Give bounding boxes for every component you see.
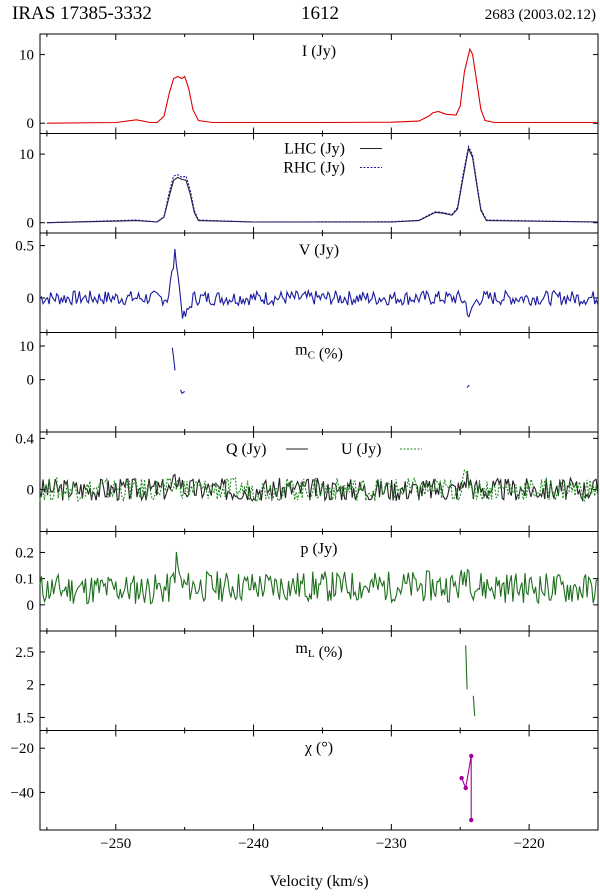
x-tick-label: −240 [238, 836, 269, 852]
panel-QU: 0 0.4 Q (Jy) U (Jy) [15, 431, 599, 532]
y-tick-label: 0 [27, 598, 35, 614]
y-tick-label: 10 [19, 339, 34, 355]
panel-chi: −40 −20 χ (°) −250 −240 −230 −220 [11, 730, 599, 852]
label-subscript: C [308, 350, 315, 362]
series-point [459, 775, 464, 781]
legend-label: U (Jy) [341, 441, 381, 458]
label-subscript: L [308, 648, 315, 660]
panel-stack: 0 10 I (Jy) 0 10 LHC (Jy) RHC (Jy) 0 0.5 V (Jy) 0 1… [11, 33, 599, 852]
series-point [469, 817, 474, 823]
y-tick-label: 0.4 [15, 431, 34, 447]
panel-p: 0 0.1 0.2 p (Jy) [15, 531, 599, 632]
series-v-jy-line [39, 249, 599, 319]
panel-frame [39, 730, 599, 831]
y-tick-label: 2.5 [15, 645, 34, 661]
series-mc-a-line [171, 347, 176, 371]
source-name: IRAS 17385-3332 [12, 3, 152, 24]
y-tick-label: 2 [27, 678, 35, 694]
label-part: (%) [315, 346, 343, 363]
panel-label-V: V (Jy) [299, 242, 339, 259]
series-ml-a-line [465, 645, 468, 690]
label-part: p (Jy) [301, 541, 338, 558]
x-axis-label: Velocity (km/s) [269, 873, 368, 890]
label-part: I (Jy) [302, 43, 336, 60]
y-tick-label: 0.5 [15, 239, 34, 255]
y-tick-label: −40 [11, 785, 34, 801]
legend-label: Q (Jy) [226, 441, 266, 458]
panel-label-mC: mC (%) [295, 342, 343, 363]
series-chi-line [461, 755, 472, 820]
series-i-jy-line [46, 47, 598, 124]
series-p-jy-line [39, 551, 599, 605]
panel-label-I: I (Jy) [302, 43, 336, 60]
y-tick-label: 0 [27, 482, 35, 498]
series-point [463, 785, 468, 791]
observation-id: 2683 (2003.02.12) [485, 7, 596, 23]
series-ml-b-line [472, 695, 476, 717]
label-part: m [295, 640, 308, 657]
y-tick-label: 0 [27, 373, 35, 389]
series-rhc-jy-line [46, 144, 599, 224]
panel-label-chi: χ (°) [304, 740, 333, 757]
label-part: m [295, 342, 308, 359]
label-part: χ (°) [304, 740, 333, 757]
y-tick-label: 0.2 [15, 545, 34, 561]
panel-V: 0 0.5 V (Jy) [15, 232, 599, 333]
label-part: V (Jy) [299, 242, 339, 259]
y-tick-label: 0.1 [15, 572, 34, 588]
y-tick-label: 0 [27, 216, 35, 232]
y-tick-label: −20 [11, 741, 34, 757]
series-point [469, 753, 474, 759]
x-tick-label: −220 [514, 836, 545, 852]
panel-mL: 1.5 2 2.5 mL (%) [15, 630, 599, 731]
x-tick-label: −250 [100, 836, 131, 852]
series-mc-c-line [466, 384, 470, 388]
legend-label: LHC (Jy) [284, 141, 345, 158]
y-tick-label: 0 [27, 291, 35, 307]
panel-label-mL: mL (%) [295, 640, 342, 661]
x-tick-label: −230 [376, 836, 407, 852]
line-frequency: 1612 [301, 3, 339, 24]
y-tick-label: 10 [19, 147, 34, 163]
panel-I: 0 10 I (Jy) [19, 33, 599, 134]
y-tick-label: 1.5 [15, 710, 34, 726]
series-mc-b-line [179, 389, 185, 395]
y-tick-label: 10 [19, 48, 34, 64]
legend-label: RHC (Jy) [283, 160, 345, 177]
series-u-jy-line [39, 469, 599, 503]
panel-mC: 0 10 mC (%) [19, 332, 599, 433]
panel-label-p: p (Jy) [301, 541, 338, 558]
y-tick-label: 0 [27, 116, 35, 132]
series-q-jy-line [39, 470, 599, 503]
label-part: (%) [315, 644, 343, 661]
panel-LR: 0 10 LHC (Jy) RHC (Jy) [19, 133, 599, 234]
